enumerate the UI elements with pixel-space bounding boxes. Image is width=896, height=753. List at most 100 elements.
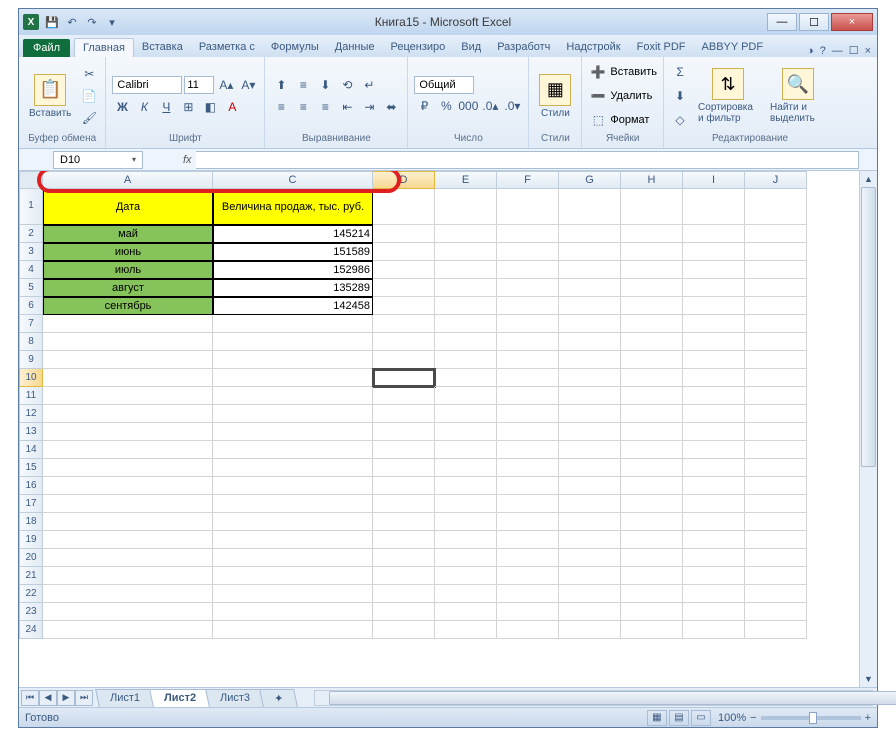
- scroll-down-icon[interactable]: ▼: [860, 671, 877, 687]
- cell[interactable]: [497, 423, 559, 441]
- cell[interactable]: [213, 351, 373, 369]
- cell[interactable]: июль: [43, 261, 213, 279]
- cell[interactable]: май: [43, 225, 213, 243]
- cell[interactable]: [43, 585, 213, 603]
- cell[interactable]: [497, 549, 559, 567]
- row-header[interactable]: 22: [19, 585, 43, 603]
- cell[interactable]: [621, 567, 683, 585]
- cell[interactable]: [213, 423, 373, 441]
- cell[interactable]: [43, 531, 213, 549]
- cell[interactable]: [373, 567, 435, 585]
- minimize-button[interactable]: —: [767, 13, 797, 31]
- cell[interactable]: [683, 585, 745, 603]
- cell[interactable]: [559, 495, 621, 513]
- cell[interactable]: [559, 279, 621, 297]
- name-box[interactable]: D10 ▾: [53, 151, 143, 169]
- cell[interactable]: [621, 531, 683, 549]
- normal-view-button[interactable]: ▦: [647, 710, 667, 726]
- cell[interactable]: [373, 243, 435, 261]
- cell[interactable]: [559, 243, 621, 261]
- cell[interactable]: [683, 531, 745, 549]
- cell[interactable]: [213, 387, 373, 405]
- cell[interactable]: сентябрь: [43, 297, 213, 315]
- cell[interactable]: [621, 243, 683, 261]
- grow-font-button[interactable]: A▴: [216, 75, 236, 95]
- cell[interactable]: 151589: [213, 243, 373, 261]
- row-header[interactable]: 6: [19, 297, 43, 315]
- cell[interactable]: [213, 621, 373, 639]
- cell[interactable]: [497, 567, 559, 585]
- column-header[interactable]: D: [373, 171, 435, 189]
- ribbon-tab[interactable]: Разработч: [489, 38, 558, 57]
- ribbon-tab[interactable]: Главная: [74, 38, 134, 57]
- cell[interactable]: [435, 369, 497, 387]
- cell[interactable]: [497, 405, 559, 423]
- cell[interactable]: [497, 459, 559, 477]
- help-icon[interactable]: ?: [820, 45, 826, 57]
- format-painter-button[interactable]: 🖌: [79, 108, 99, 128]
- cell[interactable]: [745, 189, 807, 225]
- select-all-corner[interactable]: [19, 171, 43, 189]
- wrap-text-button[interactable]: ↵: [359, 75, 379, 95]
- row-header[interactable]: 2: [19, 225, 43, 243]
- cell[interactable]: [373, 477, 435, 495]
- cell[interactable]: [745, 405, 807, 423]
- row-header[interactable]: 20: [19, 549, 43, 567]
- page-break-view-button[interactable]: ▭: [691, 710, 711, 726]
- cell[interactable]: [435, 351, 497, 369]
- cell[interactable]: [621, 549, 683, 567]
- clear-button[interactable]: ◇: [670, 110, 690, 130]
- maximize-button[interactable]: ☐: [799, 13, 829, 31]
- number-format-select[interactable]: [414, 76, 474, 94]
- ribbon-tab[interactable]: Разметка с: [191, 38, 263, 57]
- cell[interactable]: [559, 333, 621, 351]
- cell[interactable]: [373, 495, 435, 513]
- insert-cells-button[interactable]: Вставить: [610, 66, 657, 78]
- cell[interactable]: [43, 513, 213, 531]
- delete-cells-button[interactable]: Удалить: [610, 90, 652, 102]
- cell[interactable]: [435, 387, 497, 405]
- cell[interactable]: [621, 585, 683, 603]
- cell[interactable]: [621, 333, 683, 351]
- cell[interactable]: [43, 459, 213, 477]
- column-header[interactable]: G: [559, 171, 621, 189]
- align-center-button[interactable]: ≡: [293, 97, 313, 117]
- cell[interactable]: [435, 549, 497, 567]
- cell[interactable]: [43, 315, 213, 333]
- cell[interactable]: [559, 603, 621, 621]
- currency-button[interactable]: ₽: [414, 96, 434, 116]
- cell[interactable]: [373, 387, 435, 405]
- cell[interactable]: [43, 441, 213, 459]
- cell[interactable]: [621, 351, 683, 369]
- cell[interactable]: [683, 405, 745, 423]
- zoom-level[interactable]: 100%: [718, 712, 746, 724]
- cell[interactable]: [497, 387, 559, 405]
- cell[interactable]: [621, 441, 683, 459]
- cell[interactable]: [373, 621, 435, 639]
- zoom-in-button[interactable]: +: [865, 712, 871, 724]
- page-layout-view-button[interactable]: ▤: [669, 710, 689, 726]
- row-header[interactable]: 14: [19, 441, 43, 459]
- cell[interactable]: [373, 549, 435, 567]
- row-header[interactable]: 19: [19, 531, 43, 549]
- cell[interactable]: [745, 441, 807, 459]
- scroll-thumb[interactable]: [861, 187, 876, 467]
- cell[interactable]: Величина продаж, тыс. руб.: [213, 189, 373, 225]
- cell[interactable]: [213, 531, 373, 549]
- cell[interactable]: [621, 297, 683, 315]
- font-size-input[interactable]: [184, 76, 214, 94]
- cell[interactable]: [497, 189, 559, 225]
- cell[interactable]: июнь: [43, 243, 213, 261]
- cell[interactable]: [559, 585, 621, 603]
- cell[interactable]: [559, 477, 621, 495]
- column-header[interactable]: E: [435, 171, 497, 189]
- cell[interactable]: [745, 603, 807, 621]
- cell[interactable]: [621, 189, 683, 225]
- row-header[interactable]: 24: [19, 621, 43, 639]
- cell[interactable]: [559, 531, 621, 549]
- cell[interactable]: [559, 351, 621, 369]
- cell[interactable]: [621, 279, 683, 297]
- cell[interactable]: [497, 603, 559, 621]
- row-header[interactable]: 15: [19, 459, 43, 477]
- cell[interactable]: [435, 495, 497, 513]
